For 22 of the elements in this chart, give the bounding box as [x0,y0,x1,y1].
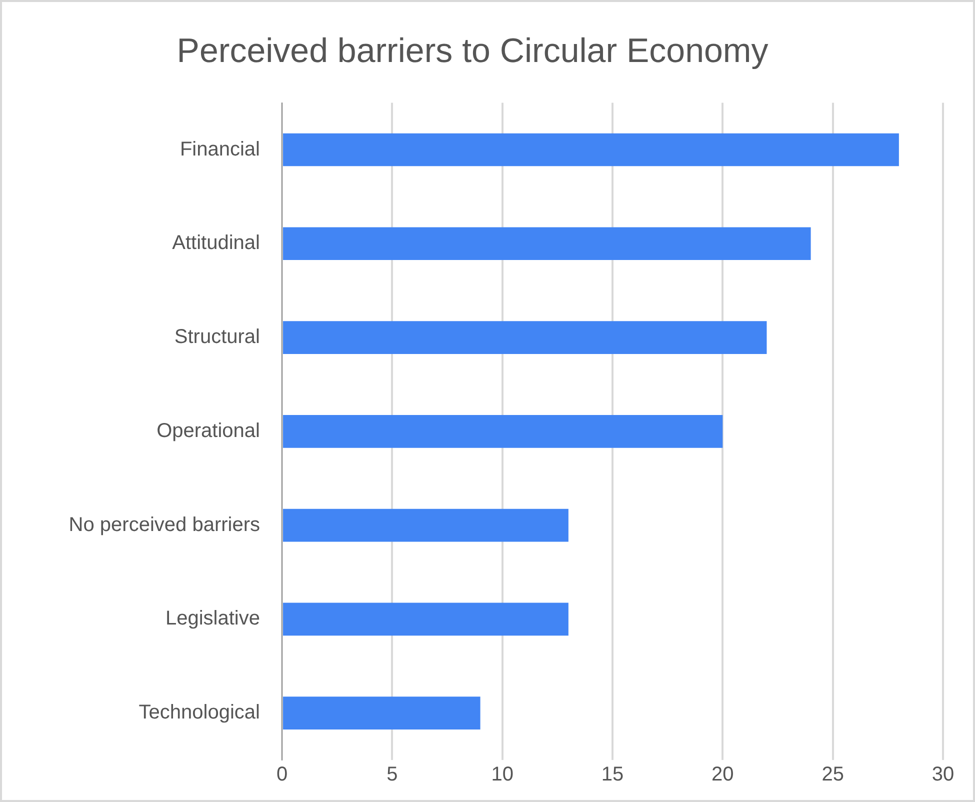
y-tick-label: Attitudinal [172,232,260,254]
y-tick-label: Structural [174,326,260,348]
x-tick-label: 5 [386,764,398,786]
x-tick-label: 30 [932,764,954,786]
x-tick-label: 25 [822,764,844,786]
x-tick-label: 10 [491,764,514,786]
bar [283,696,480,730]
y-tick-label: Legislative [165,608,260,630]
x-tick-label: 20 [712,764,734,786]
bar [283,133,899,166]
bar [283,414,723,448]
y-tick-label: No perceived barriers [68,514,260,536]
bar [283,508,568,542]
y-tick-label: Technological [138,702,260,724]
y-tick-label: Financial [180,138,260,160]
bar [283,602,568,636]
chart-title: Perceived barriers to Circular Economy [176,32,768,70]
y-tick-label: Operational [156,420,260,442]
x-tick-label: 15 [601,764,624,786]
bar [283,227,811,260]
bar [283,321,767,354]
x-tick-label: 0 [276,764,288,786]
